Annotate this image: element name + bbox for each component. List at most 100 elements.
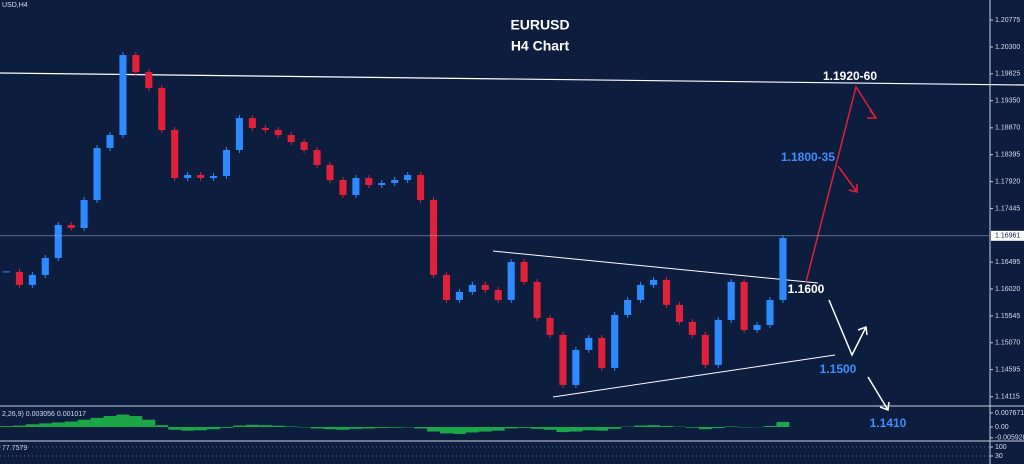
histogram-bar [349,427,363,429]
y-tick-label: 1.16020 [995,286,1020,293]
histogram-bar [440,427,453,434]
candle [287,135,295,143]
annotation: 1.1500 [820,362,857,376]
histogram-bar [271,425,285,428]
candle [28,274,36,285]
histogram-bar [711,427,725,429]
candle [15,271,23,285]
subtitle: H4 Chart [511,38,570,54]
histogram-bar [569,427,583,432]
histogram-bar [698,427,712,430]
candle [468,284,476,292]
last-price-box [991,230,1024,241]
candle [274,130,282,136]
trend-line [552,354,836,398]
y-tick-label: 1.15070 [995,340,1020,347]
candle [326,164,334,180]
histogram-bar [207,427,220,430]
candle [611,314,619,368]
candle [520,261,528,282]
histogram-bar [763,425,777,428]
candle [585,337,593,350]
y-tick-label: 1.17920 [995,178,1020,185]
candle [559,334,567,385]
y-tick-label: 1.18395 [995,152,1020,159]
histogram-bar [647,425,660,428]
candle [119,55,127,136]
histogram-bar [155,425,169,428]
histogram-bar [12,425,26,428]
histogram-bar [142,419,156,428]
histogram-bar [530,427,544,429]
histogram-bar [504,427,518,429]
candle [391,179,399,183]
candle [714,319,722,365]
histogram-bar [427,427,440,432]
last-price-label: 1.16961 [995,233,1020,240]
arrow-head [848,184,858,193]
candle [546,317,554,335]
y-tick-label: 1.17445 [995,205,1020,212]
candle [352,178,360,195]
candle [455,291,463,300]
histogram-bar [776,421,790,428]
candle [158,88,166,131]
candle [197,175,205,179]
candle [235,118,243,151]
candle [93,148,101,201]
y-tick-label: 1.14115 [995,394,1020,401]
y-tick-label: 1.14595 [995,366,1020,373]
indicator-title: 77.7579 [2,445,27,452]
candle [248,118,256,129]
candle [701,334,709,365]
annotation: 1.1410 [870,416,907,430]
candle [404,175,412,180]
histogram-bar [220,427,233,428]
histogram-bar [232,425,246,428]
y-tick-label: 100 [995,444,1007,451]
candle [662,279,671,305]
chart-title: USD,H4 [2,2,28,9]
candle [481,284,489,290]
arrow [837,165,858,193]
y-tick-label: 1.19350 [995,98,1020,105]
histogram-bar [465,427,479,433]
y-tick-label: 0.00 [995,424,1009,431]
histogram-bar [116,414,130,428]
title: EURUSD [510,17,569,33]
candle [209,176,218,179]
arrow-head [857,325,868,336]
histogram-bar [491,427,505,431]
annotation: 1.1800-35 [781,150,835,164]
histogram-bar [258,425,272,428]
candle [132,55,140,73]
candle [637,284,645,300]
histogram-bar [103,416,117,428]
histogram-bar [608,427,622,429]
histogram-bar [517,427,531,428]
indicator-title: 2,26,9) 0.003056 0.001017 [2,411,86,418]
candle [106,135,114,149]
histogram-bar [375,427,389,428]
candle [80,200,88,228]
histogram-bar [362,427,376,429]
candle [145,72,153,89]
trend-line [492,250,819,284]
histogram-bar [582,427,596,431]
histogram-bar [129,416,143,428]
candle [378,182,386,186]
candle [261,128,269,131]
candle [222,150,231,177]
histogram-bar [38,423,52,428]
y-tick-label: 1.15545 [995,313,1020,320]
histogram-bar [724,426,738,428]
arrow [805,85,877,283]
histogram-bar [336,427,350,430]
candle [365,178,373,186]
annotation: 1.1600 [788,282,825,296]
candle [300,142,308,151]
histogram-bar [245,424,259,428]
candle [624,299,632,315]
candle [753,324,761,330]
candle [442,274,451,300]
